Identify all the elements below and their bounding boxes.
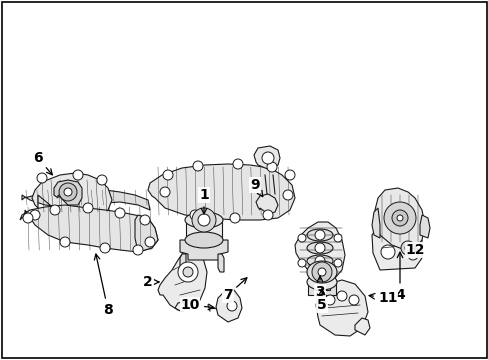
Circle shape <box>145 237 155 247</box>
Circle shape <box>391 210 407 226</box>
Polygon shape <box>354 318 369 335</box>
Circle shape <box>383 202 415 234</box>
Ellipse shape <box>306 242 332 254</box>
Circle shape <box>314 230 325 240</box>
Text: 7: 7 <box>223 278 246 302</box>
Polygon shape <box>371 222 421 270</box>
Text: 3: 3 <box>315 276 324 299</box>
Text: 4: 4 <box>394 252 404 302</box>
Polygon shape <box>294 222 345 278</box>
Circle shape <box>83 203 93 213</box>
Circle shape <box>396 215 402 221</box>
Text: 11: 11 <box>368 291 397 305</box>
Circle shape <box>407 250 417 260</box>
Polygon shape <box>32 173 112 215</box>
Circle shape <box>380 245 394 259</box>
Circle shape <box>178 262 198 282</box>
Polygon shape <box>148 164 294 220</box>
Polygon shape <box>20 205 158 252</box>
Text: 8: 8 <box>94 254 113 317</box>
Circle shape <box>297 234 305 242</box>
Circle shape <box>133 245 142 255</box>
Circle shape <box>51 206 59 214</box>
Circle shape <box>198 214 209 226</box>
Circle shape <box>348 295 358 305</box>
Text: 10: 10 <box>180 298 213 312</box>
Circle shape <box>140 215 150 225</box>
Circle shape <box>60 237 70 247</box>
Circle shape <box>314 243 325 253</box>
Circle shape <box>97 175 107 185</box>
Polygon shape <box>216 290 242 322</box>
Circle shape <box>333 259 341 267</box>
Ellipse shape <box>306 261 336 283</box>
Circle shape <box>64 188 72 196</box>
Circle shape <box>262 152 273 164</box>
Circle shape <box>23 213 33 223</box>
Circle shape <box>232 159 243 169</box>
Polygon shape <box>158 245 206 310</box>
Polygon shape <box>315 280 367 336</box>
Circle shape <box>59 183 77 201</box>
Polygon shape <box>374 188 424 250</box>
Ellipse shape <box>306 229 332 241</box>
Circle shape <box>229 213 240 223</box>
Polygon shape <box>253 146 280 170</box>
Ellipse shape <box>184 232 223 248</box>
Circle shape <box>183 267 193 277</box>
Circle shape <box>336 291 346 301</box>
Circle shape <box>100 243 110 253</box>
Circle shape <box>285 170 294 180</box>
Circle shape <box>163 170 173 180</box>
Polygon shape <box>218 254 224 272</box>
Circle shape <box>30 210 40 220</box>
Polygon shape <box>175 302 185 312</box>
Text: 1: 1 <box>199 188 208 214</box>
Circle shape <box>283 190 292 200</box>
Circle shape <box>400 241 414 255</box>
Circle shape <box>317 268 325 276</box>
Circle shape <box>50 205 60 215</box>
Polygon shape <box>135 215 158 252</box>
Circle shape <box>404 245 410 251</box>
Circle shape <box>333 234 341 242</box>
Polygon shape <box>22 188 150 210</box>
Circle shape <box>73 170 83 180</box>
Circle shape <box>311 262 331 282</box>
Circle shape <box>160 187 170 197</box>
Circle shape <box>37 173 47 183</box>
Circle shape <box>400 233 414 247</box>
Circle shape <box>297 259 305 267</box>
Ellipse shape <box>306 274 336 290</box>
Text: 6: 6 <box>33 151 52 175</box>
Circle shape <box>263 210 272 220</box>
Circle shape <box>115 208 125 218</box>
Text: 12: 12 <box>405 243 424 257</box>
Polygon shape <box>54 180 82 205</box>
Polygon shape <box>307 282 335 295</box>
Circle shape <box>193 161 203 171</box>
Text: 2: 2 <box>143 275 159 289</box>
Circle shape <box>192 208 216 232</box>
Polygon shape <box>419 215 429 238</box>
Circle shape <box>266 162 276 172</box>
Circle shape <box>226 301 237 311</box>
Text: 9: 9 <box>250 178 262 197</box>
Ellipse shape <box>306 255 332 267</box>
Polygon shape <box>185 220 222 240</box>
Polygon shape <box>180 240 227 260</box>
Circle shape <box>314 256 325 266</box>
Ellipse shape <box>184 212 223 228</box>
Polygon shape <box>256 194 278 214</box>
Text: 5: 5 <box>317 289 326 312</box>
Polygon shape <box>371 208 379 238</box>
Circle shape <box>190 210 200 220</box>
Polygon shape <box>180 254 185 272</box>
Circle shape <box>325 295 334 305</box>
